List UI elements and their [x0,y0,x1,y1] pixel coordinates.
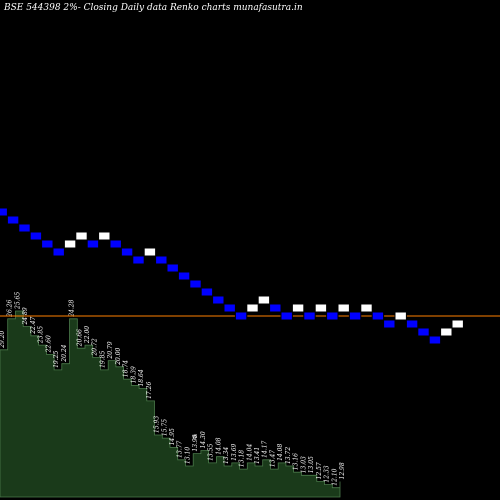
volume-label: 13.72 [285,447,292,464]
renko-brick-up [314,303,328,313]
renko-brick-down [269,303,282,313]
renko-brick-up [246,303,259,313]
renko-brick-down [166,263,179,273]
renko-brick-down [405,319,419,329]
volume-label: 19.25 [53,351,60,368]
renko-brick-down [280,311,293,321]
renko-brick-up [440,327,453,337]
volume-label: 22.00 [84,326,91,344]
volume-label: 13.10 [185,447,192,464]
volume-label: 20.24 [61,344,68,362]
volume-label: 29.20 [0,330,6,348]
volume-label: 12.33 [324,465,331,482]
volume-label: 19.85 [100,351,107,368]
volume-label: 13.69 [231,444,238,461]
volume-label: 14.08 [215,437,222,454]
volume-label: 13.47 [270,450,277,467]
renko-brick-down [41,239,54,249]
volume-label: 13.18 [239,450,246,467]
volume-label: 13.16 [293,453,300,470]
renko-brick-down [371,311,385,321]
volume-label: 18.74 [123,360,130,377]
volume-label: 20.66 [76,329,83,347]
renko-brick-up [360,303,373,313]
volume-label: 22.47 [30,316,37,334]
renko-brick-up [394,311,407,321]
volume-label: 23.85 [38,326,45,344]
renko-brick-down [383,319,396,329]
renko-brick-up [451,319,464,329]
volume-label: 13.05 [308,456,315,473]
renko-brick-down [18,223,31,233]
volume-label: 12.98 [339,462,346,479]
renko-brick-down [189,279,202,289]
renko-brick-down [212,295,225,305]
renko-brick-down [0,207,8,217]
renko-brick-up [337,303,350,313]
volume-label: 20.79 [107,341,114,359]
renko-brick-down [52,247,65,257]
renko-brick-down [417,327,430,337]
volume-label: 17.26 [146,382,153,399]
renko-brick-down [120,247,134,257]
volume-label: 13.77 [177,440,184,457]
renko-brick-down [29,231,43,241]
renko-brick-down [155,255,168,265]
volume-label: 13.34 [223,447,230,464]
volume-label: 12.57 [316,462,323,479]
renko-brick-up [75,231,88,241]
volume-label: 13.55 [208,444,215,461]
volume-label: 13.03 [300,456,307,473]
volume-label: 14.17 [262,440,269,457]
volume-label: 12.10 [331,468,338,485]
renko-brick-down [132,255,145,265]
volume-label: 14.95 [169,428,176,445]
volume-label: 25.65 [15,292,22,310]
volume-label: 13.98 [192,434,199,451]
renko-brick-down [223,303,236,313]
renko-brick-up [291,303,305,313]
volume-label: 20.00 [115,347,122,365]
renko-brick-up [63,239,77,249]
volume-label: 13.41 [254,447,261,464]
renko-bricks [0,207,464,345]
renko-brick-down [109,239,122,249]
renko-brick-down [234,311,248,321]
volume-label: 20.72 [92,338,99,356]
volume-label: 24.28 [69,299,76,317]
renko-brick-down [177,271,191,281]
renko-brick-down [6,215,20,225]
volume-label: 26.26 [7,299,14,317]
volume-label: 15.75 [161,419,168,436]
renko-brick-down [200,287,214,297]
renko-brick-up [143,247,157,257]
chart-annotation: 6 [193,434,197,441]
volume-label: 14.30 [200,431,207,448]
renko-brick-down [86,239,100,249]
volume-label: 18.64 [138,369,145,386]
renko-brick-down [348,311,362,321]
renko-brick-down [428,335,442,345]
volume-label: 22.60 [45,335,52,353]
volume-area [0,310,341,498]
volume-label: 14.04 [246,444,253,461]
volume-area-path [0,310,341,498]
renko-brick-down [303,311,316,321]
renko-brick-up [257,295,271,305]
volume-label: 18.39 [130,366,137,383]
renko-brick-down [326,311,339,321]
renko-brick-up [98,231,111,241]
chart-title: BSE 544398 2%- Closing Daily data Renko … [3,3,303,13]
volume-label: 15.93 [154,416,161,433]
volume-label: 14.08 [277,444,284,461]
